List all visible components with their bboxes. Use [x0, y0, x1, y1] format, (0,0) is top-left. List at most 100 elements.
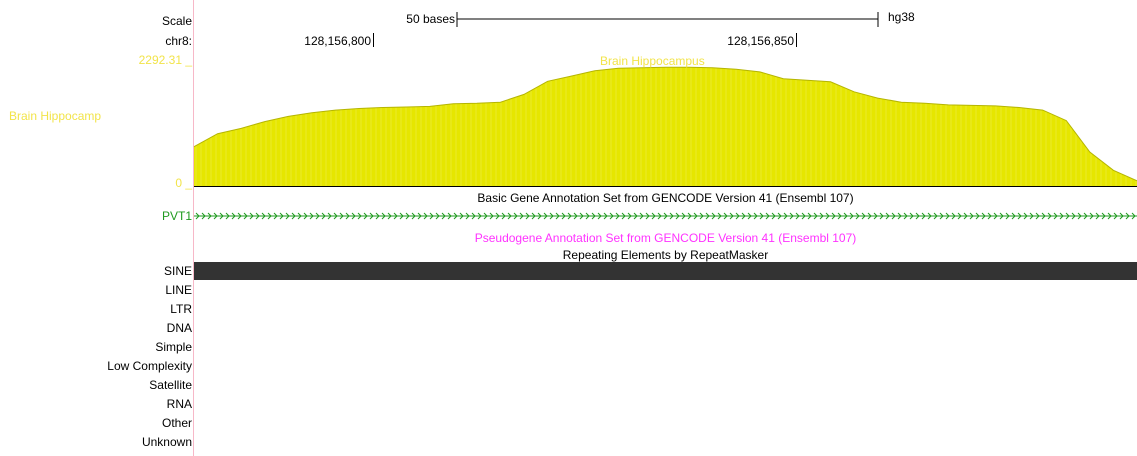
- strand-arrow-icon: [429, 212, 434, 220]
- strand-arrow-icon: [699, 212, 704, 220]
- strand-arrow-icon: [711, 212, 716, 220]
- strand-arrow-icon: [615, 212, 620, 220]
- strand-arrow-icon: [255, 212, 260, 220]
- repeat-sine-bar[interactable]: [194, 262, 1137, 280]
- strand-arrow-icon: [417, 212, 422, 220]
- strand-arrow-icon: [669, 212, 674, 220]
- strand-arrow-icon: [273, 212, 278, 220]
- strand-arrow-icon: [969, 212, 974, 220]
- signal-track-plot[interactable]: [194, 66, 1137, 186]
- strand-arrow-icon: [387, 212, 392, 220]
- strand-arrow-icon: [783, 212, 788, 220]
- strand-arrow-icon: [225, 212, 230, 220]
- strand-arrow-icon: [843, 212, 848, 220]
- strand-arrow-icon: [789, 212, 794, 220]
- strand-arrow-icon: [657, 212, 662, 220]
- strand-arrow-icon: [813, 212, 818, 220]
- repeat-class-label: DNA: [166, 321, 192, 335]
- strand-arrow-icon: [1119, 212, 1124, 220]
- repeat-class-label: LINE: [165, 283, 192, 297]
- repeat-class-label: Satellite: [149, 378, 192, 392]
- strand-arrow-icon: [1059, 212, 1064, 220]
- strand-arrow-icon: [303, 212, 308, 220]
- strand-arrow-icon: [987, 212, 992, 220]
- strand-arrow-icon: [951, 212, 956, 220]
- gene-pvt1-model[interactable]: [194, 212, 1137, 220]
- strand-arrow-icon: [825, 212, 830, 220]
- strand-arrow-icon: [357, 212, 362, 220]
- strand-arrow-icon: [867, 212, 872, 220]
- strand-arrow-icon: [1083, 212, 1088, 220]
- repeat-class-label: SINE: [163, 264, 192, 278]
- strand-arrow-icon: [435, 212, 440, 220]
- strand-arrow-icon: [693, 212, 698, 220]
- strand-arrow-icon: [681, 212, 686, 220]
- gene-label-pvt1[interactable]: PVT1: [161, 209, 192, 223]
- strand-arrow-icon: [1047, 212, 1052, 220]
- strand-arrow-icon: [651, 212, 656, 220]
- strand-arrow-icon: [459, 212, 464, 220]
- gene-track-title[interactable]: Basic Gene Annotation Set from GENCODE V…: [477, 191, 854, 205]
- strand-arrow-icon: [837, 212, 842, 220]
- strand-arrow-icon: [579, 212, 584, 220]
- strand-arrow-icon: [831, 212, 836, 220]
- strand-arrow-icon: [723, 212, 728, 220]
- strand-arrow-icon: [915, 212, 920, 220]
- strand-arrow-icon: [585, 212, 590, 220]
- strand-arrow-icon: [717, 212, 722, 220]
- strand-arrow-icon: [1125, 212, 1130, 220]
- strand-arrow-icon: [999, 212, 1004, 220]
- strand-arrow-icon: [897, 212, 902, 220]
- repeat-track-title[interactable]: Repeating Elements by RepeatMasker: [562, 248, 769, 262]
- strand-arrow-icon: [933, 212, 938, 220]
- assembly-label: hg38: [888, 10, 915, 24]
- strand-arrow-icon: [849, 212, 854, 220]
- repeat-class-label: Low Complexity: [107, 359, 192, 373]
- strand-arrow-icon: [819, 212, 824, 220]
- strand-arrow-icon: [279, 212, 284, 220]
- strand-arrow-icon: [477, 212, 482, 220]
- strand-arrow-icon: [285, 212, 290, 220]
- strand-arrow-icon: [243, 212, 248, 220]
- strand-arrow-icon: [1071, 212, 1076, 220]
- strand-arrow-icon: [957, 212, 962, 220]
- strand-arrow-icon: [213, 212, 218, 220]
- signal-max-label: 2292.31 _: [138, 53, 192, 67]
- strand-arrow-icon: [201, 212, 206, 220]
- strand-arrow-icon: [1065, 212, 1070, 220]
- strand-arrow-icon: [561, 212, 566, 220]
- strand-arrow-icon: [453, 212, 458, 220]
- strand-arrow-icon: [219, 212, 224, 220]
- strand-arrow-icon: [231, 212, 236, 220]
- repeat-class-label: RNA: [166, 397, 192, 411]
- position-label-2: 128,156,850: [727, 34, 794, 48]
- strand-arrow-icon: [777, 212, 782, 220]
- pseudogene-track-title[interactable]: Pseudogene Annotation Set from GENCODE V…: [474, 231, 857, 245]
- strand-arrow-icon: [207, 212, 212, 220]
- strand-arrow-icon: [423, 212, 428, 220]
- strand-arrow-icon: [495, 212, 500, 220]
- strand-arrow-icon: [525, 212, 530, 220]
- strand-arrow-icon: [315, 212, 320, 220]
- strand-arrow-icon: [471, 212, 476, 220]
- strand-arrow-icon: [687, 212, 692, 220]
- strand-arrow-icon: [747, 212, 752, 220]
- strand-arrow-icon: [567, 212, 572, 220]
- strand-arrow-icon: [597, 212, 602, 220]
- strand-arrow-icon: [249, 212, 254, 220]
- strand-arrow-icon: [975, 212, 980, 220]
- strand-arrow-icon: [1053, 212, 1058, 220]
- strand-arrow-icon: [489, 212, 494, 220]
- strand-arrow-icon: [393, 212, 398, 220]
- strand-arrow-icon: [921, 212, 926, 220]
- strand-arrow-icon: [555, 212, 560, 220]
- strand-arrow-icon: [321, 212, 326, 220]
- strand-arrow-icon: [291, 212, 296, 220]
- strand-arrow-icon: [885, 212, 890, 220]
- signal-track-name[interactable]: Brain Hippocamp: [9, 109, 102, 123]
- strand-arrow-icon: [627, 212, 632, 220]
- strand-arrow-icon: [1101, 212, 1106, 220]
- strand-arrow-icon: [771, 212, 776, 220]
- strand-arrow-icon: [801, 212, 806, 220]
